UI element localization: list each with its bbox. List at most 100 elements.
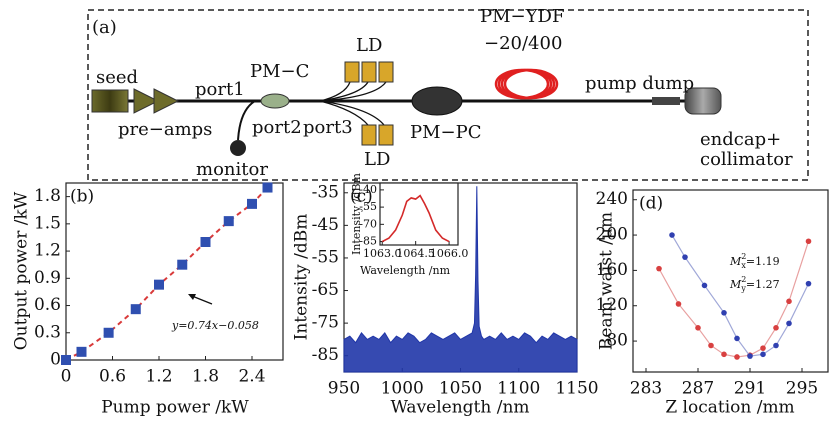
x-tick-label: 2.4 [238,367,265,387]
point [760,345,766,351]
label: endcap+ [700,129,781,150]
ld-chip [361,61,377,83]
label: seed [96,67,138,88]
y-axis-label: Beam waist /μm [597,212,617,350]
point [682,254,688,260]
amp [153,88,180,114]
x-tick-label: 291 [734,379,766,399]
y-tick-label: -35 [312,182,339,202]
annotation-part: =1.27 [746,278,780,291]
annotation: M2 y=1.27 [729,275,780,293]
point [200,237,211,247]
x-axis-label: Z location /mm [665,398,794,418]
point [76,346,87,357]
point [656,265,662,272]
coupler [260,93,290,109]
y-tick-label: -55 [359,200,377,213]
ld-chip [378,61,394,83]
annotation-part: x [741,261,746,270]
point [177,259,188,270]
y-tick-label: -65 [312,280,339,300]
annotation-part: y [740,284,746,293]
y-tick-label: -85 [312,345,339,365]
point [669,232,675,238]
label: pre−amps [118,119,212,140]
amp [133,88,160,114]
y-axis-label: Output power /kW [12,191,32,350]
point [773,342,779,349]
y-tick-label: 1.5 [34,213,61,233]
x-tick-label: 1066.0 [430,247,469,260]
annotation-part: =1.19 [746,255,780,268]
y-tick-label: 0.6 [34,295,61,315]
point [760,351,766,358]
panel-label: (b) [70,187,94,207]
pump-dump [652,97,680,105]
point [695,325,701,331]
annotation-part: M [729,278,742,291]
plot-frame [65,182,284,361]
ld-chip [361,124,377,146]
inset-y-label: Intensity /dBm [350,172,363,255]
x-tick-label: 1.8 [192,367,219,387]
spectrum [343,186,578,373]
y-tick-label: -85 [359,235,377,248]
ld-chip [344,61,360,83]
x-tick-label: 287 [682,379,714,399]
setup-diagram: (a) seed pre−amps port1 PM−C port2 monit… [87,6,809,181]
point [130,304,141,315]
point [61,355,71,365]
y-tick-label: -55 [312,247,339,267]
annotation-part: 2 [741,275,746,284]
panel-label: (c) [350,187,373,207]
diagram-frame [87,9,809,181]
y-tick-label: 1.2 [34,241,61,261]
fiber [237,100,256,141]
label: PM−PC [410,122,482,143]
gain-fiber-coil [494,68,559,100]
y-tick-label: 80 [606,331,628,351]
collimator [684,87,722,115]
panel-label: (d) [639,194,663,214]
point [708,342,714,349]
point [701,282,708,289]
monitor-head [230,140,246,156]
label: LD [364,149,390,170]
ld-chip [378,124,394,146]
y-axis-label: Intensity /dBm [292,214,312,341]
y-tick-label: 200 [596,225,628,245]
point [103,327,114,338]
plot-frame [379,182,459,246]
point [734,335,740,342]
x-tick-label: 0.6 [99,367,126,387]
label: pump dump [585,73,694,94]
point [786,298,792,305]
point [773,325,779,331]
x-tick-label: 950 [328,379,360,399]
pump-fibers [319,81,387,126]
point [734,354,740,360]
x-tick-label: 1000 [381,379,424,399]
label: monitor [196,159,268,180]
point [805,238,812,245]
arrowhead [188,294,196,300]
label: port1 [195,79,245,100]
fit-line [671,234,810,357]
y-tick-label: 1.8 [34,186,61,206]
x-axis-label: Wavelength /nm [390,398,529,418]
y-tick-label: -40 [359,183,377,196]
annotation-part: M [729,255,742,268]
y-tick-label: 160 [596,260,628,280]
point [262,182,273,193]
x-tick-label: 1063.0 [363,247,402,260]
x-tick-label: 1050 [439,379,482,399]
x-axis-label: Pump power /kW [101,398,249,418]
seed-laser [91,89,129,113]
point [747,353,753,359]
spectrum-line [381,194,450,243]
x-tick-label: 283 [630,379,662,399]
y-tick-label: -70 [359,217,377,230]
point [721,351,727,358]
